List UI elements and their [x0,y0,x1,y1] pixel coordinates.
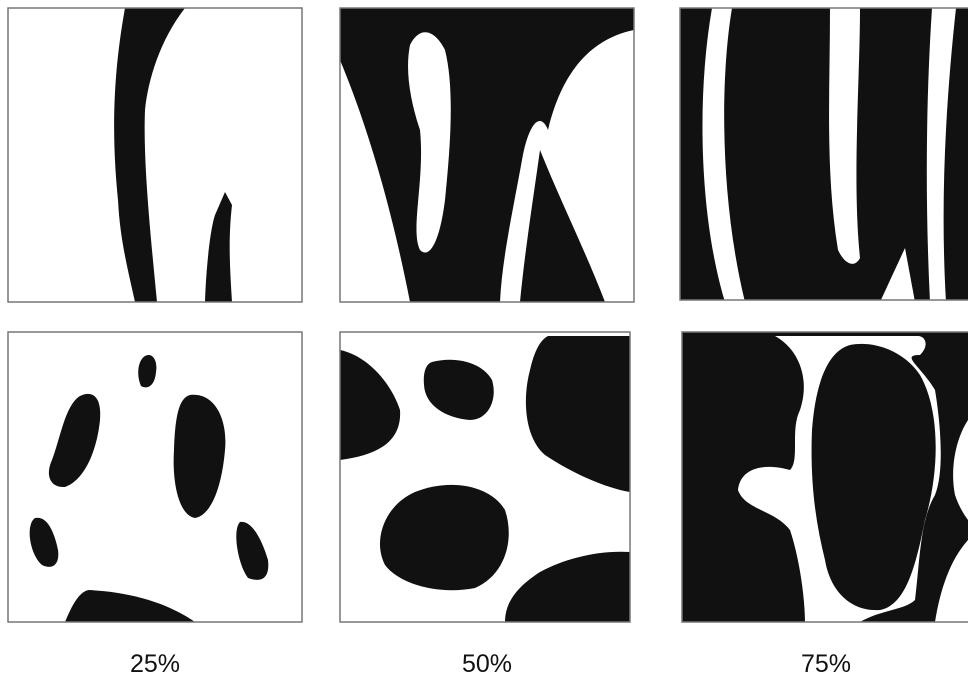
panel-frame [681,331,968,623]
panel-label: 50% [462,650,512,677]
panel-frame [7,7,303,303]
stripe-pattern-75 [680,8,968,300]
panel-label: 25% [130,650,180,677]
panel-label: 75% [801,650,851,677]
panel-frame [7,331,303,623]
panel-frame [339,7,635,303]
stripe-pattern-50 [340,8,634,302]
spot-pattern-75 [682,332,968,622]
panel-frame [339,331,631,623]
panel-frame [679,7,968,301]
stripe-pattern-25 [114,8,232,302]
spot-pattern-25 [29,354,269,622]
spot-pattern-50 [340,336,630,622]
